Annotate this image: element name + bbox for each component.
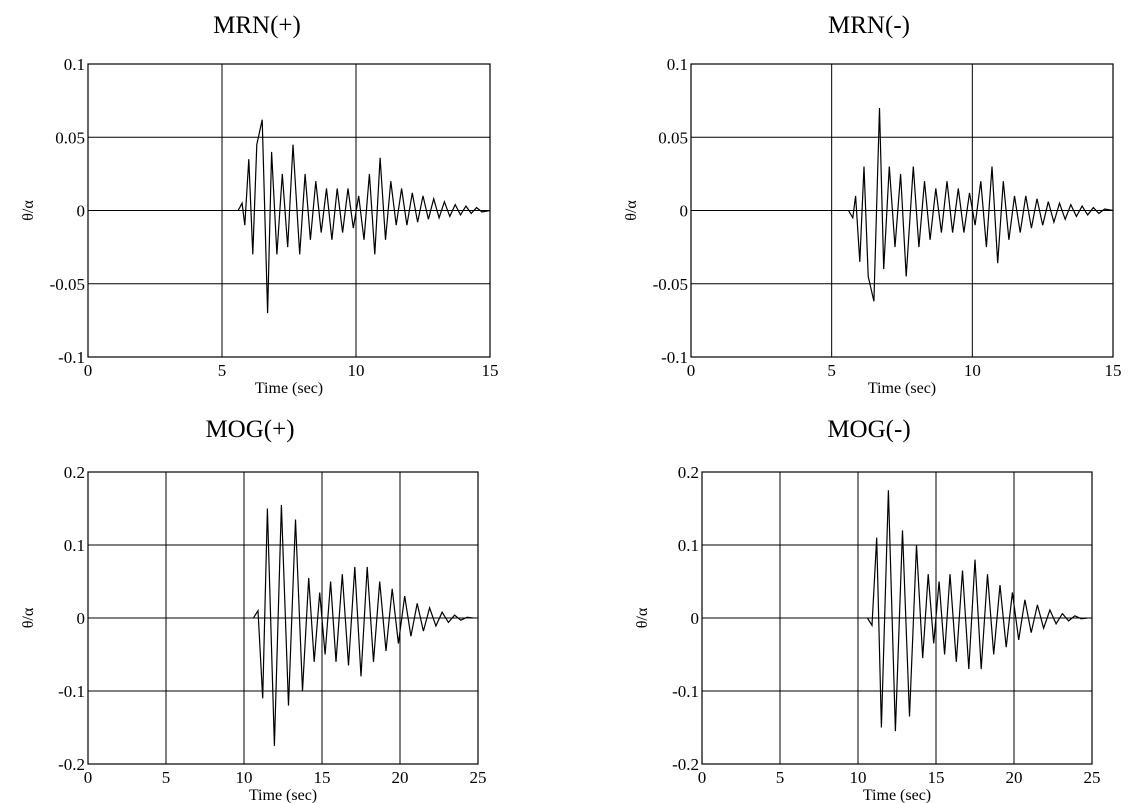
x-tick-label: 20 [1006, 768, 1023, 787]
y-tick-label: -0.1 [58, 682, 85, 701]
plot-frame [87, 471, 479, 765]
x-tick-label: 10 [348, 361, 365, 380]
y-tick-label: 0.1 [678, 536, 699, 555]
plot-frame [701, 471, 1093, 765]
x-axis-label: Time (sec) [249, 787, 317, 803]
chart-title: MRN(+) [213, 12, 301, 39]
x-axis-label: Time (sec) [255, 380, 323, 397]
chart-panel-1: 0 5 10 15 -0.1 -0.05 0 0.05 0.1 MRN(+) Time (sec) θ… [20, 12, 499, 397]
x-tick-label: 5 [218, 361, 227, 380]
x-axis-label: Time (sec) [863, 787, 931, 803]
chart-panel-3: 0 5 10 15 20 25 -0.2 -0.1 0 0.1 0.2 MOG(+) Time (sec… [20, 416, 487, 803]
x-tick-label: 5 [776, 768, 785, 787]
x-tick-label: 25 [1084, 768, 1101, 787]
y-tick-label: -0.2 [58, 755, 85, 774]
x-tick-label: 10 [236, 768, 253, 787]
x-tick-label: 15 [314, 768, 331, 787]
x-tick-label: 0 [84, 768, 93, 787]
y-tick-label: 0.05 [55, 128, 85, 147]
y-tick-label: 0 [77, 202, 86, 221]
chart-panel-2: 0 5 10 15 -0.1 -0.05 0 0.05 0.1 MRN(-) Time (sec) θ… [623, 12, 1122, 397]
y-tick-label: -0.1 [672, 682, 699, 701]
series-line [252, 504, 474, 746]
y-tick-label: 0.1 [64, 55, 85, 74]
x-axis-label: Time (sec) [868, 380, 936, 397]
x-tick-label: 0 [84, 361, 93, 380]
y-tick-label: 0.2 [678, 463, 699, 482]
y-tick-label: -0.05 [653, 275, 688, 294]
chart-title: MRN(-) [828, 12, 910, 39]
x-tick-label: 15 [482, 361, 499, 380]
y-tick-label: 0.05 [658, 128, 688, 147]
y-tick-label: 0 [680, 202, 689, 221]
y-tick-label: 0.2 [64, 463, 85, 482]
y-axis-label: θ/α [20, 607, 37, 628]
y-axis-label: θ/α [623, 200, 640, 221]
series-line [847, 107, 1114, 302]
y-axis-label: θ/α [20, 200, 37, 221]
y-tick-label: -0.05 [50, 275, 85, 294]
y-tick-label: -0.1 [661, 348, 688, 367]
chart-panel-4: 0 5 10 15 20 25 -0.2 -0.1 0 0.1 0.2 MOG(-) Time (sec… [634, 416, 1101, 803]
y-tick-label: 0 [691, 609, 700, 628]
x-tick-label: 15 [1105, 361, 1122, 380]
x-tick-label: 10 [964, 361, 981, 380]
series-line [866, 490, 1088, 732]
x-tick-label: 10 [850, 768, 867, 787]
x-tick-label: 20 [392, 768, 409, 787]
x-tick-label: 5 [162, 768, 171, 787]
y-tick-label: 0 [77, 609, 86, 628]
y-tick-label: 0.1 [64, 536, 85, 555]
chart-title: MOG(+) [205, 416, 294, 443]
chart-title: MOG(-) [827, 416, 910, 443]
x-tick-label: 25 [470, 768, 487, 787]
x-tick-label: 0 [698, 768, 707, 787]
x-tick-label: 0 [687, 361, 696, 380]
y-tick-label: 0.1 [667, 55, 688, 74]
x-tick-label: 15 [928, 768, 945, 787]
y-tick-label: -0.2 [672, 755, 699, 774]
series-line [237, 119, 491, 314]
y-tick-label: -0.1 [58, 348, 85, 367]
y-axis-label: θ/α [634, 607, 651, 628]
x-tick-label: 5 [827, 361, 836, 380]
